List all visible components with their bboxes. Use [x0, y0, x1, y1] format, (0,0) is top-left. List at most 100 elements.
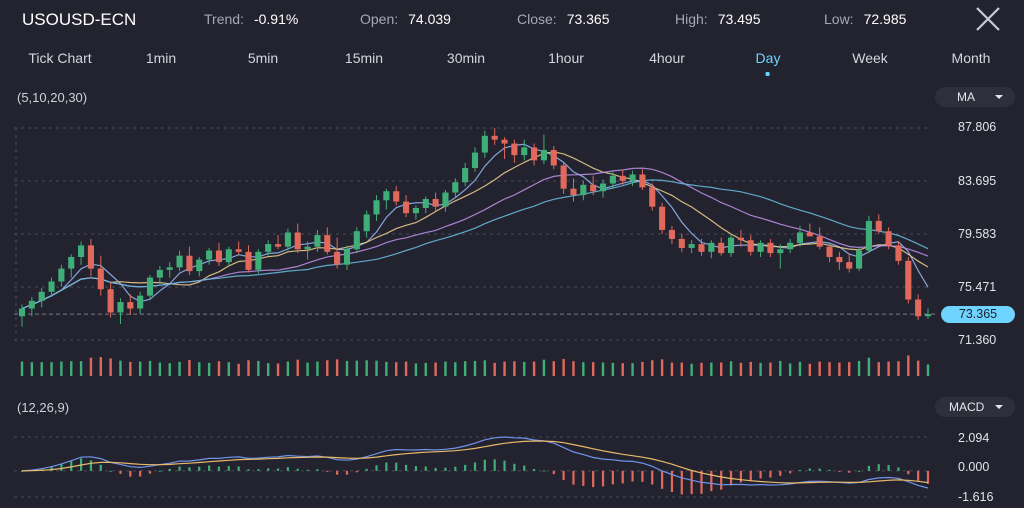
tab-4hour[interactable]: 4hour	[649, 50, 685, 66]
tab-month[interactable]: Month	[951, 50, 991, 66]
tab-week[interactable]: Week	[852, 50, 888, 66]
macd-histogram-bar	[483, 459, 486, 471]
candle-body	[856, 250, 863, 269]
ma-indicator-dropdown[interactable]: MA	[935, 87, 1015, 107]
candle-body	[284, 232, 291, 247]
volume-bar	[276, 363, 280, 376]
macd-indicator-dropdown[interactable]: MACD	[935, 397, 1015, 417]
volume-bar	[798, 361, 802, 376]
macd-histogram-bar	[434, 467, 437, 471]
high-value: 73.495	[717, 11, 761, 27]
candle-body	[324, 235, 331, 252]
macd-histogram-bar	[345, 470, 349, 475]
macd-histogram-bar	[148, 470, 152, 474]
macd-dif-line	[21, 436, 929, 489]
volume-bar	[877, 362, 880, 376]
trend-value: -0.91%	[253, 11, 299, 27]
open-value: 74.039	[408, 11, 451, 27]
candle-body	[462, 168, 469, 183]
candle-body	[383, 191, 390, 201]
macd-histogram-bar	[188, 467, 191, 471]
candle-body	[806, 232, 813, 237]
macd-histogram-bar	[907, 470, 910, 475]
candle-body	[78, 245, 85, 257]
tab-tick-chart[interactable]: Tick Chart	[28, 50, 92, 66]
macd-histogram-bar	[582, 470, 585, 486]
tab-day-label: Day	[755, 50, 781, 66]
macd-histogram-bar	[395, 462, 398, 471]
candle-body	[235, 249, 242, 252]
candle-body	[609, 175, 616, 184]
macd-histogram-bar	[897, 467, 900, 471]
macd-histogram-bar	[404, 464, 408, 471]
candle-body	[924, 314, 932, 317]
high-stat: High: 73.495	[675, 11, 761, 27]
macd-histogram-bar	[424, 466, 427, 471]
macd-histogram-bar	[208, 465, 211, 471]
candle-body	[314, 235, 321, 247]
tab-15min[interactable]: 15min	[344, 50, 384, 66]
macd-histogram-bar	[848, 470, 851, 473]
tab-5min[interactable]: 5min	[247, 50, 279, 66]
tab-1hour[interactable]: 1hour	[548, 50, 584, 66]
close-x-icon[interactable]	[973, 4, 1003, 34]
macd-histogram-bar	[592, 470, 595, 488]
candle-body	[708, 242, 715, 252]
candle-body	[353, 231, 360, 250]
volume-bar	[700, 362, 703, 376]
volume-bar	[178, 361, 181, 376]
candle-body	[599, 183, 607, 192]
macd-histogram-bar	[838, 470, 841, 472]
candle-body	[678, 238, 685, 248]
volume-bar	[385, 361, 388, 376]
macd-histogram-bar	[237, 466, 240, 471]
macd-histogram-bar	[532, 468, 536, 471]
candle-body	[166, 267, 173, 270]
tab-30min[interactable]: 30min	[446, 50, 486, 66]
y-tick-label: 71.360	[958, 333, 997, 347]
trend-stat: Trend: -0.91%	[204, 11, 298, 27]
volume-bar	[335, 359, 339, 376]
volume-bar	[769, 362, 772, 376]
candle-body	[156, 269, 163, 278]
macd-histogram-bar	[601, 470, 605, 487]
tab-1min[interactable]: 1min	[145, 50, 177, 66]
macd-histogram-bar	[621, 470, 624, 484]
candle-body	[48, 281, 55, 292]
candle-body	[816, 236, 823, 247]
macd-histogram-bar	[473, 462, 477, 471]
macd-params: (12,26,9)	[17, 400, 70, 415]
low-stat: Low: 72.985	[824, 11, 906, 27]
candle-body	[629, 174, 636, 181]
volume-bar	[532, 361, 536, 376]
candle-body	[97, 268, 104, 290]
volume-bar	[611, 362, 615, 376]
volume-bar	[631, 363, 634, 376]
macd-histogram-bar	[562, 470, 565, 481]
high-label: High:	[675, 11, 708, 27]
candle-body	[432, 198, 439, 207]
macd-dea-line	[21, 440, 929, 484]
macd-histogram-bar	[828, 469, 831, 471]
candle-body	[245, 251, 252, 270]
candle-body	[58, 268, 65, 282]
volume-bar	[60, 361, 63, 376]
volume-bar	[365, 360, 368, 376]
candle-body	[452, 182, 459, 193]
volume-bar	[20, 361, 24, 376]
candle-body	[127, 302, 134, 309]
tab-day[interactable]: Day	[755, 50, 781, 76]
candle-body	[846, 262, 853, 269]
volume-bar	[601, 362, 605, 376]
volume-bar	[227, 362, 231, 376]
y-tick-label: 83.695	[958, 174, 997, 188]
volume-bar	[523, 361, 526, 376]
candle-body	[471, 152, 479, 169]
volume-bar	[79, 361, 83, 376]
volume-bar	[326, 360, 329, 376]
candle-body	[294, 232, 301, 250]
candle-body	[777, 249, 784, 254]
volume-bar	[138, 361, 142, 376]
volume-bar	[848, 362, 851, 376]
